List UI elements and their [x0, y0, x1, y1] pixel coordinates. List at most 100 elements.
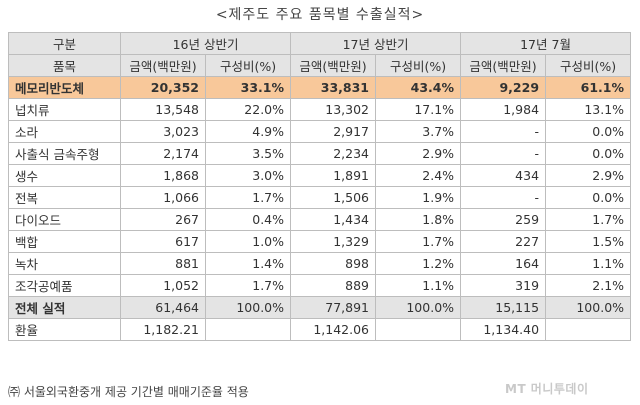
table-row: 메모리반도체 20,352 33.1% 33,831 43.4% 9,229 61.1% — [8, 76, 632, 99]
amount-cell: 2,234 — [290, 142, 377, 165]
amount-cell: 434 — [460, 164, 547, 187]
item-name: 백합 — [8, 230, 121, 253]
subheader-share: 구성비(%) — [204, 54, 292, 77]
header-period-1: 16년 상반기 — [119, 32, 292, 55]
subheader-amount: 금액(백만원) — [290, 54, 377, 77]
total-share-3: 100.0% — [545, 296, 632, 319]
amount-cell: 9,229 — [460, 76, 547, 99]
amount-cell: 1,984 — [460, 98, 547, 121]
total-label: 전체 실적 — [8, 296, 121, 319]
share-cell: 3.0% — [204, 164, 292, 187]
empty-cell — [375, 318, 462, 341]
share-cell: 1.1% — [545, 252, 632, 275]
header-period-3: 17년 7월 — [460, 32, 632, 55]
amount-cell: - — [460, 120, 547, 143]
amount-cell: 259 — [460, 208, 547, 231]
header-period-2: 17년 상반기 — [290, 32, 462, 55]
exchange-rate-2: 1,142.06 — [290, 318, 377, 341]
exchange-rate-3: 1,134.40 — [460, 318, 547, 341]
share-cell: 2.1% — [545, 274, 632, 297]
amount-cell: 1,868 — [120, 164, 206, 187]
share-cell: 4.9% — [204, 120, 292, 143]
share-cell: 2.9% — [375, 142, 462, 165]
amount-cell: 20,352 — [120, 76, 206, 99]
total-share-2: 100.0% — [375, 296, 462, 319]
item-name: 조각공예품 — [8, 274, 121, 297]
share-cell: 1.5% — [545, 230, 632, 253]
amount-cell: 319 — [460, 274, 547, 297]
share-cell: 43.4% — [375, 76, 462, 99]
total-share-1: 100.0% — [204, 296, 292, 319]
share-cell: 0.4% — [204, 208, 292, 231]
subheader-share: 구성비(%) — [375, 54, 462, 77]
subheader-amount: 금액(백만원) — [120, 54, 206, 77]
amount-cell: 1,434 — [290, 208, 377, 231]
table-row: 사출식 금속주형 2,174 3.5% 2,234 2.9% -0.0% — [8, 142, 632, 165]
subheader-row: 품목 금액(백만원) 구성비(%) 금액(백만원) 구성비(%) 금액(백만원)… — [8, 54, 632, 77]
total-amount-3: 15,115 — [460, 296, 547, 319]
share-cell: 33.1% — [204, 76, 292, 99]
header-row: 구분 16년 상반기 17년 상반기 17년 7월 — [8, 32, 632, 55]
share-cell: 1.7% — [375, 230, 462, 253]
exchange-row: 환율 1,182.21 1,142.06 1,134.40 — [8, 318, 632, 341]
share-cell: 2.9% — [545, 164, 632, 187]
table-row: 넙치류 13,548 22.0% 13,302 17.1% 1,984 13.1% — [8, 98, 632, 121]
amount-cell: 617 — [120, 230, 206, 253]
table-row: 소라 3,023 4.9% 2,917 3.7% -0.0% — [8, 120, 632, 143]
watermark-logo: MT 머니투데이 — [505, 382, 589, 396]
header-category: 구분 — [8, 32, 121, 55]
amount-cell: 1,891 — [290, 164, 377, 187]
table-row: 녹차 881 1.4% 898 1.2% 164 1.1% — [8, 252, 632, 275]
share-cell: 1.7% — [204, 186, 292, 209]
share-cell: 2.4% — [375, 164, 462, 187]
subheader-amount: 금액(백만원) — [460, 54, 547, 77]
amount-cell: 898 — [290, 252, 377, 275]
share-cell: 1.1% — [375, 274, 462, 297]
amount-cell: 13,302 — [290, 98, 377, 121]
amount-cell: 1,066 — [120, 186, 206, 209]
amount-cell: 1,329 — [290, 230, 377, 253]
share-cell: 1.7% — [204, 274, 292, 297]
table-row: 전복 1,066 1.7% 1,506 1.9% -0.0% — [8, 186, 632, 209]
share-cell: 1.0% — [204, 230, 292, 253]
table-row: 조각공예품 1,052 1.7% 889 1.1% 319 2.1% — [8, 274, 632, 297]
share-cell: 1.7% — [545, 208, 632, 231]
amount-cell: 2,174 — [120, 142, 206, 165]
amount-cell: 881 — [120, 252, 206, 275]
table-row: 생수 1,868 3.0% 1,891 2.4% 434 2.9% — [8, 164, 632, 187]
share-cell: 1.8% — [375, 208, 462, 231]
total-amount-1: 61,464 — [120, 296, 206, 319]
amount-cell: 13,548 — [120, 98, 206, 121]
share-cell: 1.4% — [204, 252, 292, 275]
share-cell: 61.1% — [545, 76, 632, 99]
amount-cell: 2,917 — [290, 120, 377, 143]
empty-cell — [545, 318, 632, 341]
table-body: 메모리반도체 20,352 33.1% 33,831 43.4% 9,229 61.1% 넙치… — [8, 76, 632, 297]
share-cell: 3.5% — [204, 142, 292, 165]
exchange-label: 환율 — [8, 318, 121, 341]
share-cell: 0.0% — [545, 142, 632, 165]
share-cell: 3.7% — [375, 120, 462, 143]
share-cell: 22.0% — [204, 98, 292, 121]
share-cell: 13.1% — [545, 98, 632, 121]
page-title: <제주도 주요 품목별 수출실적> — [215, 7, 425, 23]
share-cell: 1.2% — [375, 252, 462, 275]
amount-cell: 267 — [120, 208, 206, 231]
item-name: 녹차 — [8, 252, 121, 275]
total-amount-2: 77,891 — [290, 296, 377, 319]
amount-cell: - — [460, 142, 547, 165]
subheader-item: 품목 — [8, 54, 121, 77]
amount-cell: 3,023 — [120, 120, 206, 143]
amount-cell: 227 — [460, 230, 547, 253]
item-name: 생수 — [8, 164, 121, 187]
item-name: 전복 — [8, 186, 121, 209]
amount-cell: 1,052 — [120, 274, 206, 297]
amount-cell: 889 — [290, 274, 377, 297]
total-row: 전체 실적 61,464 100.0% 77,891 100.0% 15,115… — [8, 296, 632, 319]
share-cell: 1.9% — [375, 186, 462, 209]
share-cell: 0.0% — [545, 120, 632, 143]
item-name: 사출식 금속주형 — [8, 142, 121, 165]
footnote: ㈜ 서울외국환중개 제공 기간별 매매기준율 적용 — [8, 385, 249, 399]
export-table: 구분 16년 상반기 17년 상반기 17년 7월 품목 금액(백만원) 구성비… — [8, 32, 632, 341]
item-name: 다이오드 — [8, 208, 121, 231]
